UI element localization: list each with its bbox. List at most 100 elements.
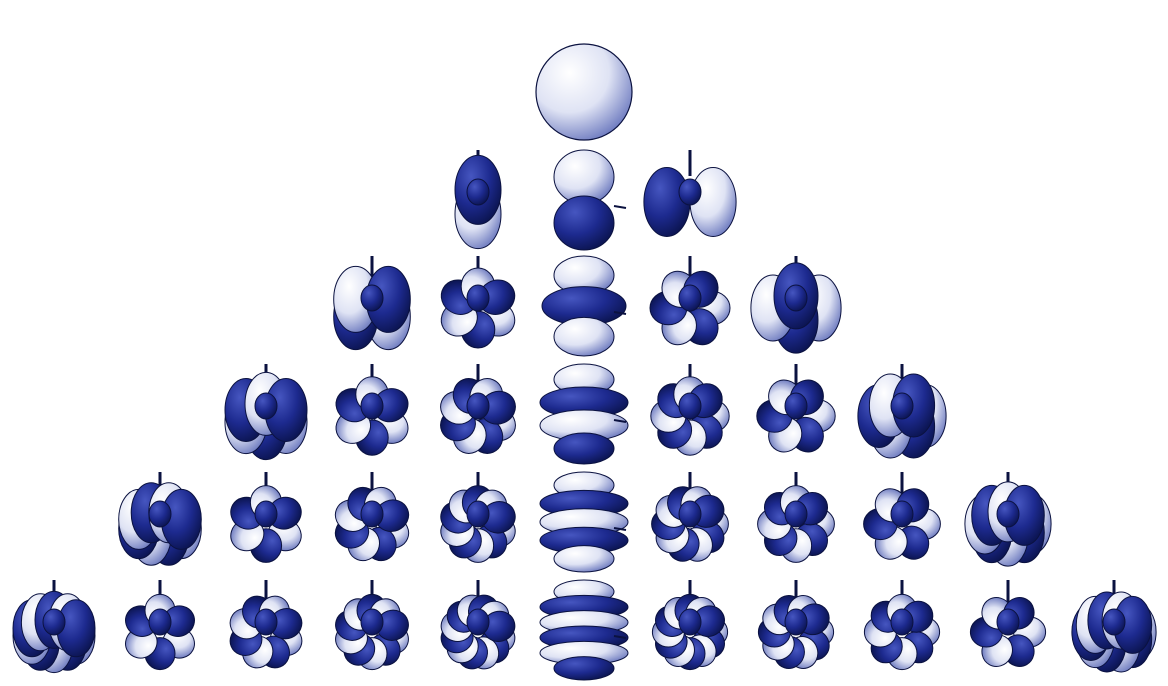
lobe [360,392,384,420]
lobe [466,178,490,206]
lobe [678,392,702,420]
orbital-shape [541,255,627,357]
orbital-shape [539,363,629,465]
orbital-shape [651,580,729,671]
lobe [553,432,615,465]
harmonic-l4-m3 [852,468,952,572]
harmonic-l5-m-4 [110,576,210,680]
row-l0 [0,40,1168,150]
axis-line [613,311,627,315]
harmonic-l2-m0 [534,252,634,357]
lobe [466,392,490,420]
lobe [890,500,914,528]
orbital-shape [118,472,202,566]
lobe [678,178,702,206]
orbital-shape [1071,580,1157,673]
axis-line [613,205,627,209]
harmonic-l5-m0 [534,576,634,681]
lobe [360,608,384,636]
orbital-shape [230,472,302,563]
row-l1 [0,146,1168,256]
orbital-shape [335,580,409,671]
orbital-shape [757,472,835,563]
orbital-shape [757,580,835,669]
harmonic-l4-m-1 [428,468,528,572]
lobe [890,392,914,420]
lobe [678,500,702,528]
lobe [678,284,702,312]
lobe [784,500,808,528]
harmonic-l4-m-2 [322,468,422,572]
orbital-shape [651,472,729,562]
lobe [148,608,172,636]
orbital-shape [750,256,842,354]
orbital-shape [643,150,737,237]
orbital-shape [964,472,1052,567]
lobe [254,608,278,636]
lobe [553,195,615,251]
orbital-shape [440,256,516,349]
lobe [466,608,490,636]
harmonic-l4-m0 [534,468,634,573]
harmonic-l1-m1 [640,146,740,250]
orbital-shape [650,364,730,456]
row-l4 [0,468,1168,578]
lobe [996,608,1020,636]
orbital-shape [224,364,308,461]
axis-line [613,527,627,531]
lobe [42,608,66,636]
axis-line [613,419,627,423]
harmonic-l2-m-2 [322,252,422,356]
row-l2 [0,252,1168,362]
lobe [553,316,615,357]
lobe [466,284,490,312]
lobe [466,500,490,528]
lobe [784,284,808,312]
orbital-shape [863,580,941,671]
harmonic-l2-m2 [746,252,846,356]
lobe [360,284,384,312]
harmonic-l4-m2 [746,468,846,572]
lobe [890,608,914,636]
harmonic-l1-m0 [534,146,634,251]
lobe [996,500,1020,528]
harmonic-l5-m3 [852,576,952,680]
harmonic-l5-m-5 [4,576,104,680]
orbital-shape [335,364,409,456]
orbital-shape [440,580,516,670]
lobe [784,392,808,420]
lobe [784,608,808,636]
harmonic-l4-m1 [640,468,740,572]
harmonic-l3-m1 [640,360,740,464]
harmonic-l3-m0 [534,360,634,465]
orbital-shape [229,580,303,669]
lobe [254,500,278,528]
row-l5 [0,576,1168,686]
harmonic-l3-m-1 [428,360,528,464]
harmonic-l5-m-3 [216,576,316,680]
lobe [553,656,615,681]
harmonic-l3-m-2 [322,360,422,464]
orbital-shape [12,580,96,674]
harmonic-l4-m-4 [110,468,210,572]
orbital-shape [969,580,1047,667]
harmonic-l4-m4 [958,468,1058,572]
harmonic-l1-m-1 [428,146,528,250]
orbital-shape [553,149,627,251]
lobe [254,392,278,420]
orbital-shape [539,579,629,681]
lobe [678,608,702,636]
lobe [1102,608,1126,636]
harmonic-l4-m-3 [216,468,316,572]
orbital-shape [125,580,195,671]
orbital-shape [440,472,516,563]
harmonic-l3-m-3 [216,360,316,464]
orbital-shape [539,471,629,573]
orbital-shape [440,364,516,454]
harmonic-l5-m-2 [322,576,422,680]
row-l3 [0,360,1168,470]
lobe [553,545,615,573]
harmonic-l5-m5 [1064,576,1164,680]
harmonic-l5-m2 [746,576,846,680]
